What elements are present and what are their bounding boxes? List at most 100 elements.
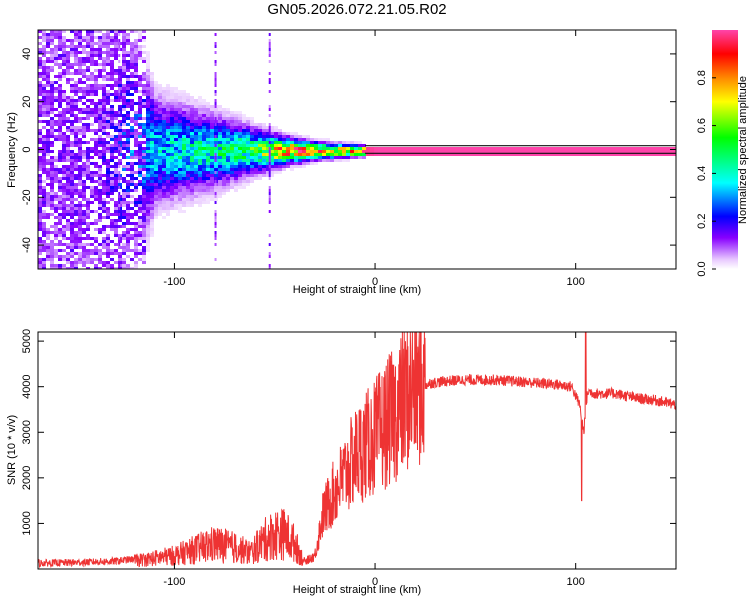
spectrogram-cell [566,153,570,156]
spectrogram-cell [230,117,234,120]
spectrogram-cell [98,189,102,192]
spectrogram-cell [202,99,206,102]
spectrogram-cell [78,99,82,102]
spectrogram-cell [338,156,342,159]
spectrogram-cell [206,123,210,126]
snr-xlabel: Height of straight line (km) [293,584,421,596]
spectrogram-cell [110,126,114,129]
spectrogram-cell [74,144,78,147]
spectrogram-cell [326,159,330,162]
spectrogram-cell [242,174,246,177]
spectrogram-cell [114,126,118,129]
spectrogram-cell [42,243,46,246]
spectrogram-cell [58,258,62,261]
spectrogram-cell [102,87,106,90]
spectrogram-cell [174,168,178,171]
spectrogram-cell [126,102,130,105]
spectrogram-cell [118,33,121,36]
spectrogram-cell [118,105,122,108]
spectrogram-cell [194,183,198,186]
spectrogram-cell [190,153,194,156]
spectrogram-cell [54,63,58,66]
spectrogram-cell [74,81,78,84]
spectrogram-cell [198,105,202,108]
spectrogram-cell [38,42,42,45]
spectrogram-cell [338,159,342,162]
spectrogram-cell [238,156,242,159]
spectrogram-cell [162,165,166,168]
spectrogram-cell [166,120,170,123]
spectrogram-cell [66,255,70,258]
spectrogram-cell [122,45,126,48]
spectrogram-cell [122,153,126,156]
spectrogram-cell [46,168,50,171]
spectrogram-cell [126,81,130,84]
spectrogram-cell [482,150,486,153]
spectrogram-cell [154,102,158,105]
spectrogram-cell [62,135,66,138]
spectrogram-cell [106,252,110,255]
spectrogram-cell [90,72,94,75]
spectrogram-cell [110,225,114,228]
spectrogram-cell [270,135,274,138]
spectrogram-cell [106,183,110,186]
spectrogram-cell [198,120,202,123]
spectrogram-cell [130,108,134,111]
spectrogram-cell [194,162,198,165]
y-tick-label: 1000 [21,511,33,535]
spectrogram-cell [182,135,186,138]
spectrogram-cell [54,48,58,51]
spectrogram-cell [146,117,150,120]
spectrogram-cell [186,96,190,99]
spectrogram-cell [118,267,122,269]
spectrogram-cell [446,150,450,153]
spectrogram-cell [82,210,86,213]
spectrogram-cell [134,264,138,267]
spectrogram-cell [110,252,114,255]
spectrogram-cell [138,249,142,252]
spectrogram-cell [46,153,50,156]
spectrogram-cell [210,162,214,165]
spectrogram-cell [78,204,82,207]
spectrogram-cell [126,210,130,213]
spectrogram-cell [102,108,106,111]
spectrogram-cell [294,162,298,165]
spectrogram-cell [74,45,78,48]
spectrogram-cell [122,117,126,120]
spectrogram-cell [42,198,46,201]
spectrogram-cell [178,144,182,147]
spectrogram-cell [314,159,318,162]
spectrogram-cell [118,150,121,153]
spectrogram-cell [38,81,42,84]
spectrogram-cell [270,144,274,147]
spectrogram-cell [150,141,154,144]
spectrogram-cell [226,156,230,159]
spectrogram-cell [94,186,98,189]
spectrogram-cell [338,147,342,150]
spectrogram-cell [122,102,126,105]
spectrogram-cell [90,123,94,126]
spectrogram-cell [258,147,262,150]
spectrogram-cell [150,126,154,129]
spectrogram-cell [178,207,182,210]
spectrogram-cell [50,108,54,111]
spectrogram-cell [62,57,66,60]
spectrogram-cell [274,132,278,135]
spectrogram-cell [82,243,86,246]
spectrogram-cell [222,153,226,156]
spectrogram-cell [286,165,290,168]
spectrogram-cell [214,159,217,162]
spectrogram-cell [194,192,198,195]
spectrogram-cell [158,156,162,159]
spectrogram-cell [178,195,182,198]
spectrogram-cell [530,150,534,153]
spectrogram-cell [94,219,98,222]
spectrogram-cell [170,168,174,171]
spectrogram-cell [150,159,154,162]
spectrogram-cell [238,132,242,135]
spectrogram-cell [78,39,82,42]
spectrogram-cell [102,186,106,189]
spectrogram-cell [670,153,674,156]
spectrogram-cell [90,129,94,132]
spectrogram-cell [642,150,646,153]
